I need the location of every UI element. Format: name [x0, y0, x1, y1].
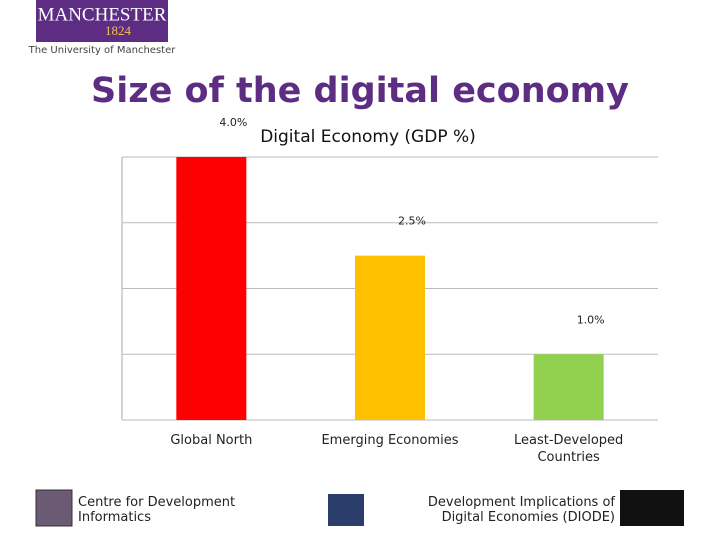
footer-right: Development Implications of Digital Econ… [427, 495, 615, 525]
x-tick-label: Global North [170, 433, 253, 448]
data-label: 2.5% [398, 215, 426, 228]
cdi-icon [35, 489, 73, 527]
chart-title: Digital Economy (GDP %) [260, 127, 476, 147]
x-tick-label: Emerging Economies [321, 433, 459, 448]
footer-left: Centre for Development Informatics [78, 495, 236, 525]
data-label: 1.0% [577, 313, 605, 326]
bar [533, 354, 604, 420]
diode-icon [620, 490, 684, 526]
logo-box [36, 0, 168, 42]
middle-logo [328, 494, 364, 526]
slide-title: Size of the digital economy [91, 71, 629, 111]
bar [176, 157, 247, 420]
logo-name: MANCHESTER [38, 4, 167, 25]
x-tick-label: Least-Developed Countries [514, 433, 624, 465]
data-label: 4.0% [219, 116, 247, 129]
logo-subtitle: The University of Manchester [28, 45, 177, 56]
logo-year: 1824 [105, 23, 132, 38]
bar [355, 255, 425, 420]
